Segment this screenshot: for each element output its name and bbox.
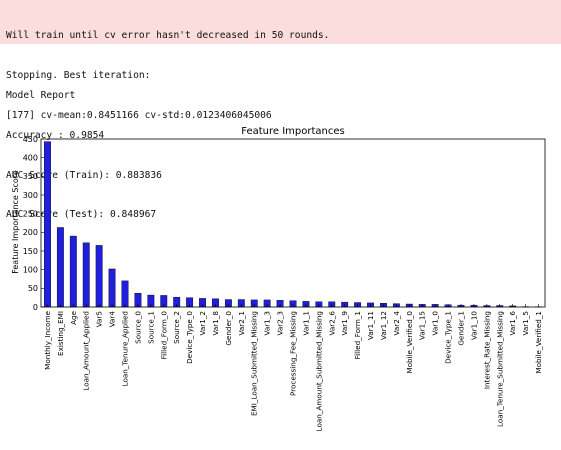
y-tick-label: 300 <box>23 191 38 200</box>
x-tick-label: Var2_3 <box>276 311 285 335</box>
x-tick-label: Source_2 <box>172 311 181 344</box>
y-tick-label: 400 <box>23 153 38 162</box>
x-tick-label: Loan_Tenure_Applied <box>121 311 130 386</box>
stderr-line: Will train until cv error hasn't decreas… <box>6 30 330 42</box>
y-tick-label: 200 <box>23 228 38 237</box>
y-tick-label: 0 <box>33 303 38 312</box>
auc-test-line: AUC Score (Test): 0.848967 <box>6 209 157 221</box>
x-tick-label: Processing_Fee_Missing <box>289 311 298 396</box>
x-tick-label: Loan_Amount_Submitted_Missing <box>314 311 323 431</box>
x-tick-label: Monthly_Income <box>43 310 52 369</box>
x-tick-label: Var2_6 <box>327 311 336 336</box>
x-tick-label: Var1_6 <box>508 311 517 336</box>
x-tick-label: Var2_1 <box>237 311 246 335</box>
y-tick-label: 50 <box>28 284 38 293</box>
y-tick-label: 100 <box>23 265 38 274</box>
x-tick-label: Age <box>69 310 78 324</box>
bar <box>69 235 77 308</box>
bar <box>108 268 116 308</box>
x-tick-label: Var1_5 <box>521 311 530 335</box>
x-tick-label: Source_1 <box>146 311 155 344</box>
x-tick-label: Loan_Tenure_Submitted_Missing <box>495 311 504 427</box>
x-tick-label: Filled_Form_0 <box>159 311 168 360</box>
x-tick-label: Mobile_Verified_1 <box>534 311 543 374</box>
bar <box>95 245 103 308</box>
x-tick-label: Loan_Amount_Applied <box>82 311 91 391</box>
x-tick-label: Gender_1 <box>457 311 466 346</box>
x-tick-label: Var1_3 <box>263 311 272 335</box>
y-tick-label: 150 <box>23 247 38 256</box>
x-tick-label: Var2_4 <box>392 311 401 336</box>
x-tick-label: Var4 <box>108 311 117 328</box>
plot-area <box>40 138 546 308</box>
stderr-line: Stopping. Best iteration: <box>6 70 151 82</box>
stdout-output: Model Report Accuracy : 0.9854 AUC Score… <box>6 63 162 235</box>
x-tick-label: Interest_Rate_Missing <box>482 311 491 389</box>
bar <box>82 242 90 308</box>
x-tick-label: Existing_EMI <box>56 311 65 356</box>
y-tick-label: 350 <box>23 172 38 181</box>
x-tick-label: Mobile_Verified_0 <box>405 311 414 374</box>
y-tick-label: 450 <box>23 135 38 144</box>
bar <box>121 280 129 308</box>
feature-importance-chart: Feature Importances Feature Importance S… <box>11 126 546 431</box>
accuracy-line: Accuracy : 0.9854 <box>6 130 105 142</box>
bar <box>44 141 51 308</box>
x-tick-label: Var5 <box>95 311 104 327</box>
x-tick-label: Device_Type_1 <box>444 311 453 364</box>
x-tick-label: Var1_1 <box>301 311 310 335</box>
x-tick-label: Var1_2 <box>198 311 207 335</box>
auc-train-line: AUC Score (Train): 0.883836 <box>6 169 162 181</box>
x-tick-label: Var1_9 <box>340 311 349 336</box>
x-tick-label: Var1_12 <box>379 311 388 340</box>
stderr-output: Will train until cv error hasn't decreas… <box>0 0 561 121</box>
x-tick-label: Var1_10 <box>469 311 478 340</box>
y-tick-label: 250 <box>23 209 38 218</box>
bar <box>56 227 64 308</box>
chart-title: Feature Importances <box>241 126 344 137</box>
x-tick-label: Source_0 <box>133 311 142 344</box>
x-tick-label: Var1_11 <box>366 311 375 340</box>
x-tick-label: Var1_8 <box>211 311 220 336</box>
x-tick-label: Var1_15 <box>418 311 427 340</box>
x-tick-label: Gender_0 <box>224 311 233 346</box>
x-tick-label: Var1_0 <box>431 311 440 336</box>
model-report-heading: Model Report <box>6 90 76 102</box>
x-tick-label: Device_Type_0 <box>185 311 194 364</box>
x-tick-label: EMI_Loan_Submitted_Missing <box>250 311 259 416</box>
x-tick-label: Filled_Form_1 <box>353 311 362 359</box>
y-axis-label: Feature Importance Score <box>11 170 20 274</box>
stderr-line: [177] cv-mean:0.8451166 cv-std:0.0123406… <box>6 109 272 121</box>
